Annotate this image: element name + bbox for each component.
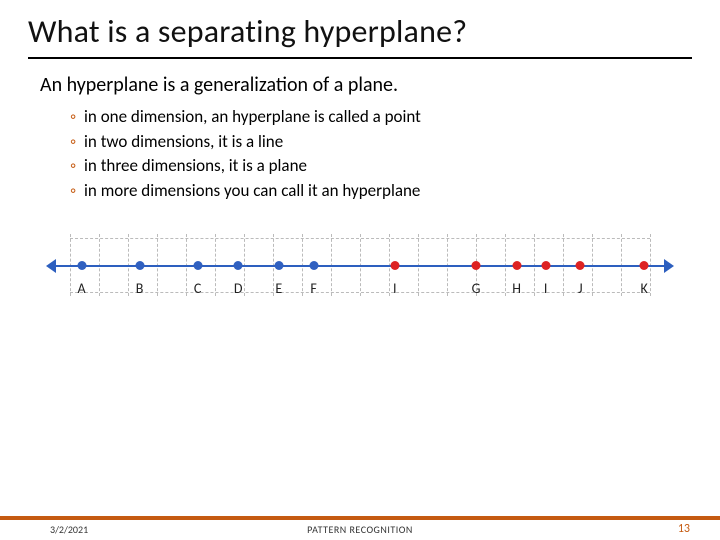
numberline-point — [274, 261, 283, 270]
numberline-point — [472, 261, 481, 270]
grid-hline — [70, 292, 650, 293]
bullet-marker: ◦ — [70, 105, 76, 130]
bullet-marker: ◦ — [70, 130, 76, 155]
bullet-item: ◦ in two dimensions, it is a line — [70, 130, 692, 155]
arrow-right-icon — [664, 259, 674, 273]
numberline-label: H — [512, 280, 521, 297]
numberline-label: I — [393, 280, 397, 297]
numberline-point — [512, 261, 521, 270]
numberline-point — [234, 261, 243, 270]
numberline-label: I — [544, 280, 548, 297]
numberline-point — [576, 261, 585, 270]
numberline-point — [135, 261, 144, 270]
bullet-text: in three dimensions, it is a plane — [84, 154, 307, 179]
numberline-label: C — [194, 280, 201, 297]
numberline-label: G — [472, 280, 481, 297]
footer-center: PATTERN RECOGNITION — [0, 523, 720, 536]
bullet-marker: ◦ — [70, 179, 76, 204]
footer-bar — [0, 516, 720, 520]
numberline-label: E — [275, 280, 282, 297]
title-underline — [28, 57, 692, 59]
numberline-figure: ABCDEFIGHIJK — [70, 230, 650, 320]
numberline-label: K — [641, 280, 648, 297]
numberline-point — [77, 261, 86, 270]
bullet-text: in more dimensions you can call it an hy… — [84, 179, 420, 204]
numberline-label: F — [310, 280, 316, 297]
numberline-point — [541, 261, 550, 270]
slide-title: What is a separating hyperplane? — [0, 0, 720, 55]
slide-footer: 3/2/2021 PATTERN RECOGNITION 13 — [0, 512, 720, 540]
bullet-text: in two dimensions, it is a line — [84, 130, 283, 155]
numberline-label: D — [234, 280, 243, 297]
bullet-list: ◦ in one dimension, an hyperplane is call… — [0, 105, 720, 204]
numberline-point — [640, 261, 649, 270]
numberline: ABCDEFIGHIJK — [70, 230, 650, 320]
numberline-point — [309, 261, 318, 270]
bullet-item: ◦ in more dimensions you can call it an h… — [70, 179, 692, 204]
bullet-item: ◦ in one dimension, an hyperplane is call… — [70, 105, 692, 130]
grid-hline — [70, 238, 650, 239]
numberline-point — [390, 261, 399, 270]
numberline-point — [193, 261, 202, 270]
footer-page: 13 — [678, 522, 690, 536]
bullet-marker: ◦ — [70, 154, 76, 179]
bullet-text: in one dimension, an hyperplane is calle… — [84, 105, 421, 130]
slide: What is a separating hyperplane? An hype… — [0, 0, 720, 540]
numberline-label: B — [136, 280, 144, 297]
bullet-item: ◦ in three dimensions, it is a plane — [70, 154, 692, 179]
numberline-label: J — [578, 280, 582, 297]
numberline-label: A — [78, 280, 86, 297]
slide-subhead: An hyperplane is a generalization of a p… — [0, 73, 720, 105]
